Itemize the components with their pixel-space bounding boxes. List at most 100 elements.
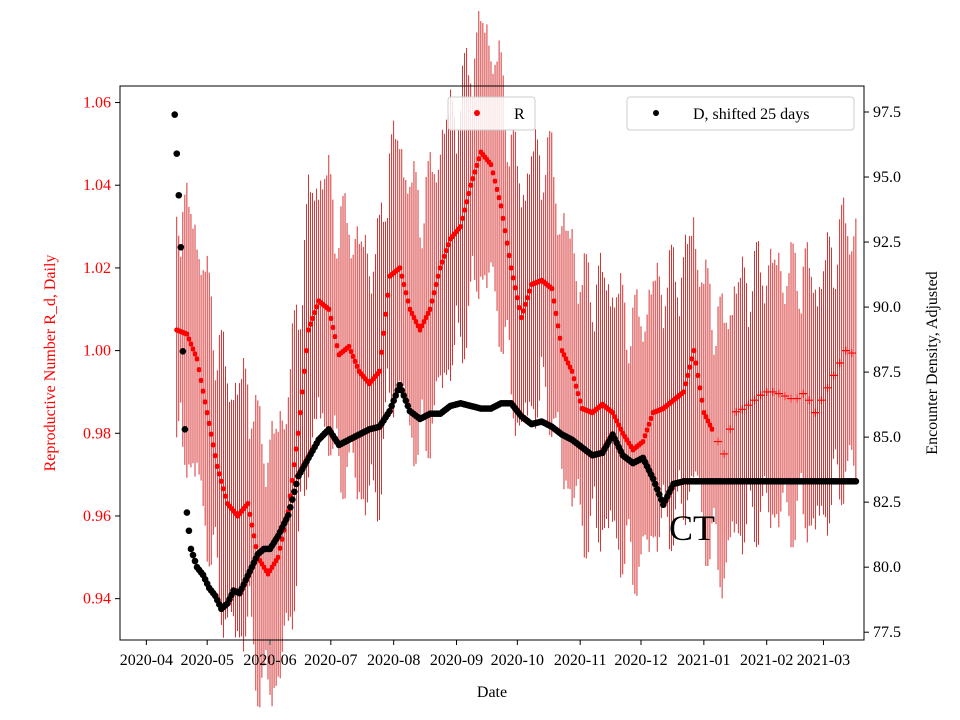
x-axis: 2020-04 2020-05 2020-06 2020-07 2020-08 2020-… <box>120 640 850 669</box>
d-point <box>388 402 395 410</box>
r-point <box>208 431 214 437</box>
d-point <box>291 488 298 496</box>
r-point <box>494 186 500 192</box>
r-point <box>648 415 654 421</box>
r-point <box>703 414 709 420</box>
r-point <box>380 330 387 336</box>
d-point <box>392 392 400 399</box>
y-left-tick-label: 1.00 <box>83 343 111 360</box>
r-point <box>247 511 253 517</box>
d-point <box>653 485 661 493</box>
d-point <box>293 480 300 488</box>
r-point <box>397 265 403 271</box>
legend-d-marker <box>653 110 659 116</box>
r-point <box>196 367 202 373</box>
r-point <box>378 349 385 355</box>
d-point <box>189 551 197 559</box>
r-point <box>557 335 563 341</box>
d-point <box>852 478 860 485</box>
d-point <box>398 387 406 394</box>
x-tick-label: 2020-07 <box>304 652 357 669</box>
r-point <box>431 290 437 296</box>
r-point <box>561 352 567 358</box>
r-point <box>200 388 206 394</box>
r-point <box>212 453 218 459</box>
r-point <box>516 305 522 311</box>
r-point <box>835 359 844 367</box>
r-point <box>462 207 468 213</box>
r-point <box>216 471 222 477</box>
r-point <box>526 288 533 294</box>
d-point <box>651 480 659 488</box>
y-left-tick-label: 1.02 <box>83 260 111 277</box>
r-point <box>441 253 447 259</box>
r-point <box>502 228 508 234</box>
r-point <box>301 368 308 374</box>
d-point <box>183 509 191 516</box>
r-point <box>774 389 783 398</box>
r-point <box>464 199 470 205</box>
r-point <box>299 389 306 395</box>
r-point <box>817 396 826 405</box>
r-point <box>413 319 419 325</box>
r-point <box>382 311 389 317</box>
r-point <box>685 372 691 379</box>
y-right-tick-label: 77.5 <box>873 624 901 641</box>
r-point <box>399 273 405 279</box>
d-point <box>181 426 189 433</box>
legend-r-label: R <box>514 106 525 123</box>
r-point <box>738 405 747 414</box>
r-point <box>577 398 583 404</box>
r-point <box>295 430 301 436</box>
x-tick-label: 2020-08 <box>367 652 420 669</box>
y-right-tick-label: 85.0 <box>873 429 901 446</box>
r-point <box>439 259 445 265</box>
r-point <box>401 281 407 288</box>
r-point <box>847 349 856 358</box>
r-point <box>504 240 510 246</box>
r-point <box>768 387 777 396</box>
right-y-axis: 77.5 80.0 82.5 85.0 87.5 90.0 92.5 95.0 97.5 <box>864 104 901 641</box>
y-left-tick-label: 0.98 <box>83 425 111 442</box>
r-point <box>330 324 336 331</box>
x-tick-label: 2020-11 <box>554 652 607 669</box>
r-point <box>518 314 524 321</box>
r-point <box>699 397 705 403</box>
r-point <box>210 442 216 448</box>
r-point <box>559 347 565 354</box>
r-point <box>297 410 304 416</box>
r-point <box>220 486 226 492</box>
x-tick-label: 2020-05 <box>181 652 234 669</box>
r-point <box>841 346 850 355</box>
r-point <box>307 321 314 327</box>
r-point <box>732 407 741 416</box>
r-point <box>411 314 417 321</box>
r-point <box>524 295 531 301</box>
r-point <box>646 421 652 427</box>
r-point <box>305 327 312 333</box>
r-point <box>640 438 646 445</box>
r-point <box>823 383 832 392</box>
r-series <box>174 149 856 577</box>
r-point <box>409 310 415 316</box>
r-point <box>756 391 765 400</box>
r-point <box>443 247 449 254</box>
r-point <box>186 336 192 342</box>
d-point <box>284 511 292 519</box>
r-point <box>222 493 229 499</box>
left-y-axis: 0.94 0.96 0.98 1.00 1.02 1.04 1.06 <box>83 95 120 608</box>
r-point <box>569 368 575 374</box>
x-tick-label: 2020-04 <box>120 652 173 669</box>
r-point <box>490 170 496 176</box>
r-point <box>417 327 423 333</box>
d-point <box>390 397 397 405</box>
r-point <box>553 310 559 316</box>
r-point <box>474 162 480 168</box>
r-point <box>198 377 204 383</box>
d-point <box>396 381 404 389</box>
r-point <box>433 281 439 288</box>
r-point <box>691 347 697 354</box>
r-point <box>405 298 411 304</box>
plot-frame <box>119 85 865 641</box>
r-point <box>328 315 334 321</box>
